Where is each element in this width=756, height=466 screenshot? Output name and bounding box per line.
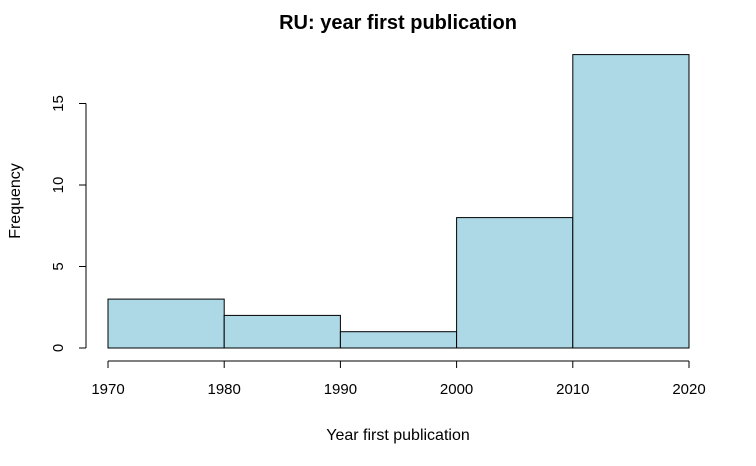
histogram-bar-2010-2020 [572,54,690,349]
y-tick-label-5: 5 [50,262,67,270]
histogram-bar-1990-2000 [339,331,458,349]
x-tick-label-1980: 1980 [208,381,241,398]
histogram-bar-1980-1990 [223,314,341,349]
y-axis-label: Frequency [7,163,24,239]
bars-group [107,54,690,349]
y-axis: 0 5 10 15 [50,95,87,352]
y-tick-label-10: 10 [50,177,67,194]
x-tick-label-2010: 2010 [556,381,589,398]
y-tick-label-0: 0 [50,344,67,352]
y-tick-label-15: 15 [50,95,67,112]
x-tick-label-1970: 1970 [91,381,124,398]
x-tick-label-2000: 2000 [440,381,473,398]
histogram-bar-1970-1980 [107,298,225,349]
histogram-bar-2000-2010 [456,217,574,349]
chart-title: RU: year first publication [279,12,517,34]
x-axis: 1970 1980 1990 2000 2010 2020 [91,360,706,398]
x-axis-label: Year first publication [326,427,470,444]
x-tick-label-1990: 1990 [324,381,357,398]
x-tick-label-2020: 2020 [672,381,705,398]
